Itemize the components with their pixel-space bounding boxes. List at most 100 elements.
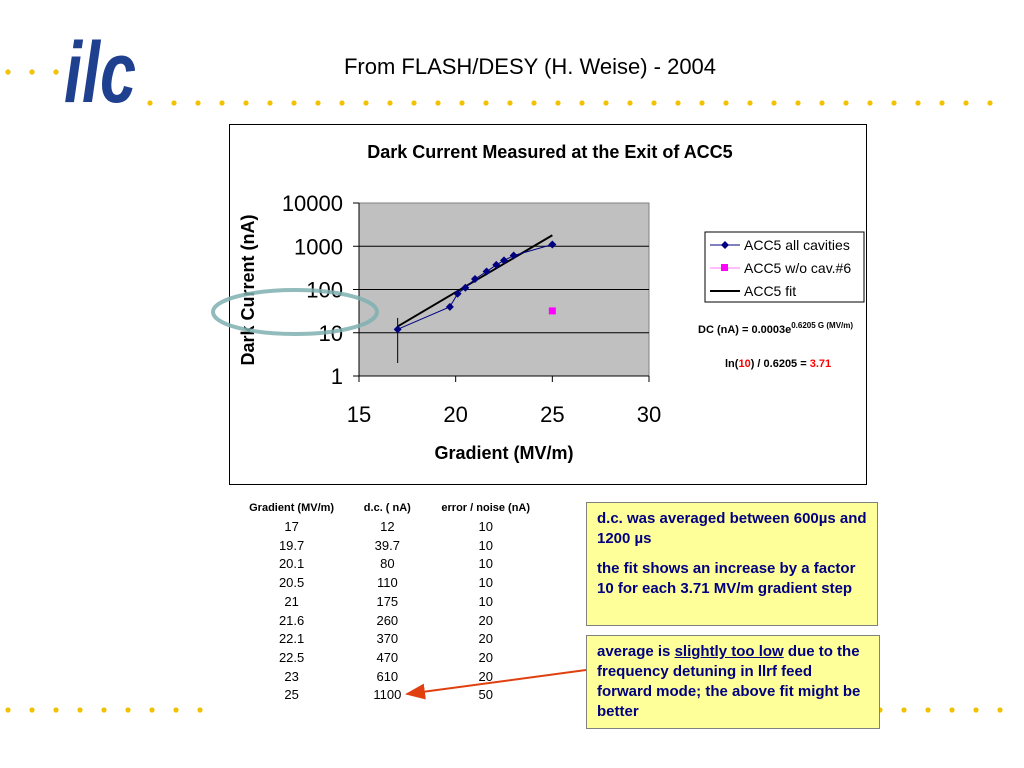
table-cell: 22.1	[278, 631, 305, 647]
table-cell: 20	[478, 649, 493, 665]
chart-title: Dark Current Measured at the Exit of ACC…	[367, 142, 732, 162]
decorative-dot	[197, 707, 203, 713]
note2-before: average is	[597, 643, 675, 660]
table-cell: 20	[478, 631, 493, 647]
decorative-dot	[651, 100, 657, 106]
table-cell: 12	[380, 519, 395, 534]
table-cell: 110	[376, 575, 398, 591]
data-point-diamond	[492, 260, 501, 269]
slide-title: From FLASH/DESY (H. Weise) - 2004	[343, 54, 717, 79]
table-row: 17 12 10	[230, 518, 550, 537]
decorative-dot	[795, 100, 801, 106]
step-result: 3.71	[810, 358, 831, 370]
decorative-dot	[925, 707, 931, 713]
note-fit-text: the fit shows an increase by a factor 10…	[597, 560, 856, 597]
note-average-low: average is slightly too low due to the f…	[586, 635, 880, 729]
table-header-cell: error / noise (nA)	[441, 502, 531, 514]
table-cell: 23	[284, 668, 299, 684]
data-point-diamond	[500, 256, 508, 265]
note-averaging: d.c. was averaged between 600µs and 1200…	[586, 502, 878, 626]
ilc-logo: ilc	[60, 12, 140, 121]
decorative-dot	[125, 707, 131, 713]
highlight-ellipse	[211, 288, 379, 336]
grid-lines	[359, 245, 649, 334]
decorative-dot	[101, 707, 107, 713]
fit-equation: DC (nA) = 0.0003e0.6205 G (MV/m)	[698, 321, 853, 336]
decorative-dot	[459, 100, 465, 106]
decorative-dot	[949, 707, 955, 713]
decorative-dot	[915, 100, 921, 106]
step-equation: ln(10) / 0.6205 = 3.71	[725, 358, 831, 370]
fit-equation-main: DC (nA) = 0.0003e	[698, 324, 791, 336]
decorative-dot	[891, 100, 897, 106]
decorative-dot	[435, 100, 441, 106]
decorative-dot	[195, 100, 201, 106]
data-point-diamond	[548, 240, 557, 249]
x-axis-label: Gradient (MV/m)	[434, 443, 573, 463]
decorative-dot	[173, 707, 179, 713]
table-cell: 21	[284, 593, 299, 609]
table-cell: 20.1	[278, 556, 305, 572]
decorative-dot	[843, 100, 849, 106]
table-cell: 10	[478, 575, 493, 591]
legend-marker-square	[721, 264, 728, 271]
logo-text: ilc	[64, 25, 136, 112]
y-tick-label: 1	[331, 364, 343, 389]
table-row: 22.5 470 20	[230, 649, 550, 668]
decorative-dot	[939, 100, 945, 106]
data-point-diamond	[445, 302, 454, 311]
decorative-dot	[531, 100, 537, 106]
decorative-dot	[149, 707, 155, 713]
table-body: 17 12 10 19.7 39.7 10 20.1 80 10 20.5 110 10 21 175 10…	[230, 518, 550, 705]
decorative-dot	[77, 707, 83, 713]
table-row: 20.1 80 10	[230, 555, 550, 574]
fit-equation-exponent: 0.6205 G (MV/m)	[791, 321, 853, 330]
decorative-dots-top	[5, 69, 993, 106]
table-cell: 19.7	[278, 537, 305, 553]
decorative-dot	[699, 100, 705, 106]
decorative-dot	[973, 707, 979, 713]
legend-label-fit: ACC5 fit	[744, 283, 796, 299]
x-tick-label: 30	[637, 402, 661, 427]
decorative-dot	[675, 100, 681, 106]
note-average-low-text: average is slightly too low due to the f…	[597, 642, 869, 722]
decorative-dot	[363, 100, 369, 106]
table-cell: 370	[376, 631, 399, 647]
decorative-dot	[723, 100, 729, 106]
decorative-dot	[243, 100, 249, 106]
table-cell: 10	[478, 537, 493, 553]
legend-label-all-cavities: ACC5 all cavities	[744, 237, 850, 253]
data-point-diamond	[453, 289, 462, 298]
chart-frame: Dark Current Measured at the Exit of ACC…	[229, 124, 867, 485]
decorative-dot	[997, 707, 1003, 713]
table-cell: 20	[478, 668, 493, 684]
table-row: 23 610 20	[230, 668, 550, 687]
table-row: 19.7 39.7 10	[230, 537, 550, 556]
table-cell: 610	[376, 668, 399, 684]
table-cell: 10	[478, 593, 493, 609]
decorative-dot	[147, 100, 153, 106]
step-mid: ) / 0.6205 =	[751, 358, 810, 370]
decorative-dot	[5, 707, 11, 713]
decorative-dot	[29, 707, 35, 713]
decorative-dot	[483, 100, 489, 106]
decorative-dot	[411, 100, 417, 106]
table-cell: 80	[380, 556, 395, 572]
decorative-dot	[315, 100, 321, 106]
decorative-dot	[555, 100, 561, 106]
decorative-dot	[579, 100, 585, 106]
decorative-dot	[53, 707, 59, 713]
data-point-diamond	[509, 251, 518, 260]
y-tick-label: 10000	[282, 191, 343, 216]
legend-marker-diamond	[721, 241, 729, 249]
decorative-dot	[219, 100, 225, 106]
table-cell: 25	[284, 687, 299, 703]
table-cell: 22.5	[278, 649, 305, 665]
note-averaging-text: d.c. was averaged between 600µs and 1200…	[597, 510, 867, 547]
x-tick-label: 15	[347, 402, 371, 427]
note2-after: due to the frequency detuning in llrf fe…	[597, 643, 861, 720]
decorative-dot	[387, 100, 393, 106]
table-header-cell: d.c. ( nA)	[363, 502, 411, 514]
legend-label-wo-cav6: ACC5 w/o cav.#6	[744, 260, 851, 276]
